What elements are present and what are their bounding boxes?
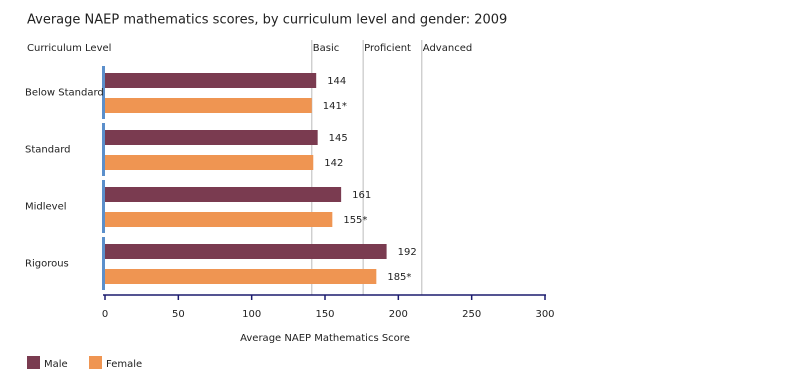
bar bbox=[105, 187, 342, 202]
category-bracket bbox=[102, 66, 105, 119]
bar bbox=[105, 212, 333, 227]
bar bbox=[105, 269, 377, 284]
reference-label: Basic bbox=[313, 43, 339, 54]
x-tick-label: 300 bbox=[535, 309, 554, 320]
x-tick-label: 100 bbox=[242, 309, 261, 320]
bar bbox=[105, 244, 387, 259]
legend-label: Female bbox=[106, 359, 142, 370]
category-axis-label: Curriculum Level bbox=[27, 43, 111, 54]
x-tick-label: 250 bbox=[462, 309, 481, 320]
bar bbox=[105, 130, 318, 145]
reference-label: Advanced bbox=[423, 43, 472, 54]
value-label: 144 bbox=[327, 76, 346, 87]
x-tick-label: 150 bbox=[315, 309, 334, 320]
x-axis-label: Average NAEP Mathematics Score bbox=[240, 333, 410, 344]
reference-label: Proficient bbox=[364, 43, 411, 54]
value-label: 155* bbox=[343, 215, 367, 226]
category-bracket bbox=[102, 237, 105, 290]
value-label: 185* bbox=[387, 272, 411, 283]
x-tick-label: 0 bbox=[102, 309, 108, 320]
y-tick-label: Standard bbox=[25, 145, 71, 156]
x-tick-label: 200 bbox=[389, 309, 408, 320]
bar bbox=[105, 73, 317, 88]
legend-swatch bbox=[27, 356, 40, 369]
y-tick-label: Below Standard bbox=[25, 88, 104, 99]
legend-swatch bbox=[89, 356, 102, 369]
bar bbox=[105, 155, 314, 170]
value-label: 145 bbox=[329, 133, 348, 144]
category-bracket bbox=[102, 123, 105, 176]
category-bracket bbox=[102, 180, 105, 233]
chart-title: Average NAEP mathematics scores, by curr… bbox=[27, 13, 507, 28]
y-tick-label: Rigorous bbox=[25, 259, 69, 270]
value-label: 142 bbox=[324, 158, 343, 169]
value-label: 161 bbox=[352, 190, 371, 201]
value-label: 141* bbox=[323, 101, 347, 112]
bar bbox=[105, 98, 312, 113]
x-tick-label: 50 bbox=[172, 309, 185, 320]
legend-label: Male bbox=[44, 359, 68, 370]
value-label: 192 bbox=[398, 247, 417, 258]
y-tick-label: Midlevel bbox=[25, 202, 67, 213]
